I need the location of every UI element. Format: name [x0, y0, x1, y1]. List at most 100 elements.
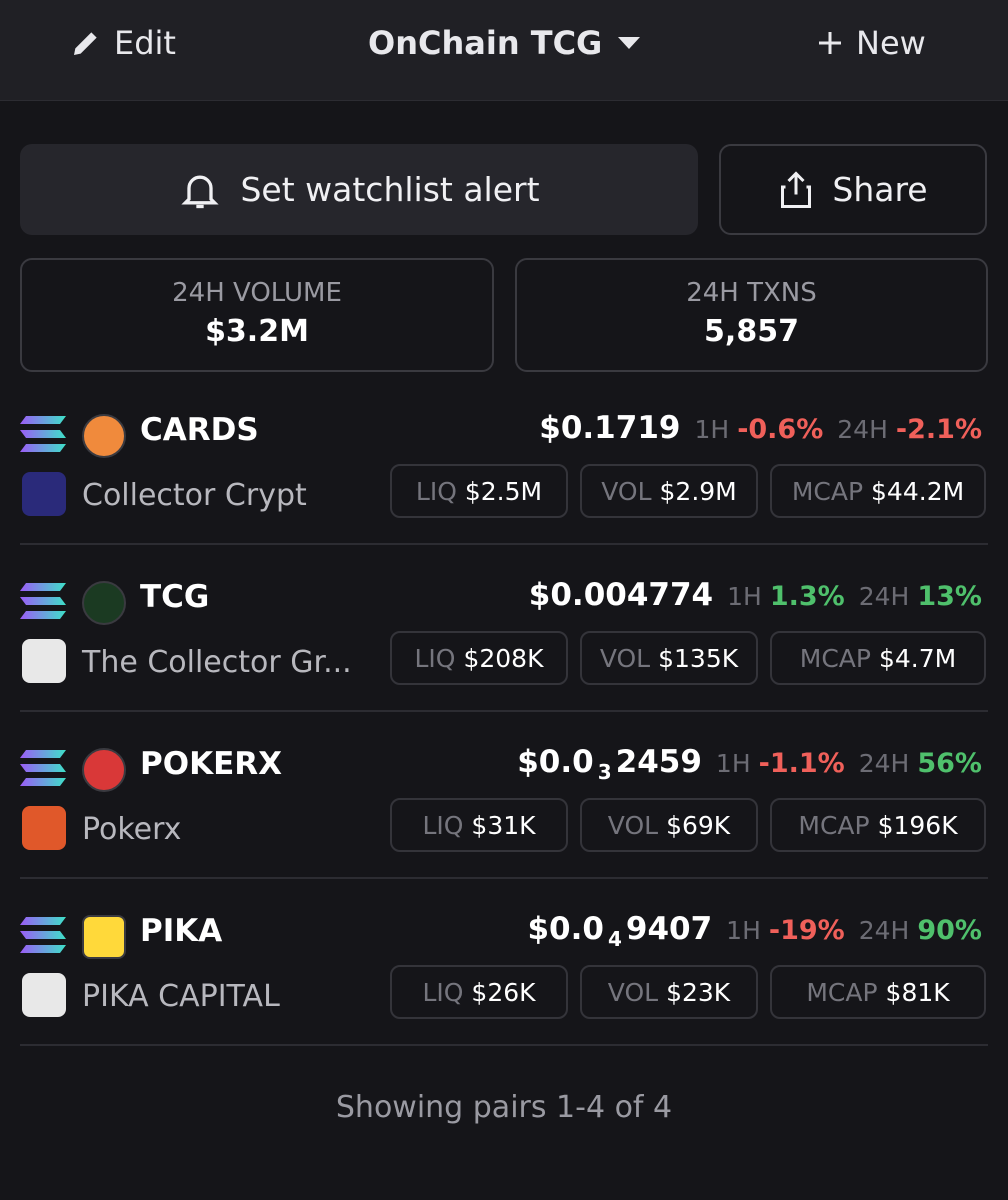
price-line: $0.004774 1H 1.3% 24H 13% [529, 577, 982, 613]
metric-value: $135K [658, 643, 739, 673]
change-group: 24H -2.1% [837, 414, 982, 445]
change-label: 1H [694, 415, 730, 444]
price-zero-count: 3 [597, 760, 612, 785]
dex-icon [22, 806, 66, 850]
alert-label: Set watchlist alert [240, 170, 540, 209]
change-label: 1H [726, 916, 761, 945]
token-name: The Collector Gr... [82, 645, 352, 680]
mcap-pill: MCAP $44.2M [770, 464, 986, 518]
mcap-pill: MCAP $81K [770, 965, 986, 1019]
liq-pill: LIQ $31K [390, 798, 568, 852]
watchlist-title[interactable]: OnChain TCG [368, 24, 642, 62]
metric-label: MCAP [799, 643, 871, 673]
price-line: $0.0 4 9407 1H -19% 24H 90% [527, 911, 982, 951]
metric-value: $26K [471, 977, 536, 1007]
change-value: 13% [917, 581, 982, 612]
metric-value: $208K [463, 643, 544, 673]
change-group: 1H 1.3% [727, 581, 845, 612]
metric-label: LIQ [415, 476, 457, 506]
metric-value: $81K [885, 977, 950, 1007]
pair-row[interactable]: CARDS Collector Crypt $0.1719 1H -0.6% 24H -2.… [0, 400, 1008, 567]
price: $0.1719 [539, 410, 681, 446]
chain-icon [20, 750, 66, 786]
title-text: OnChain TCG [368, 24, 603, 62]
metric-value: $196K [877, 810, 958, 840]
row-separator [20, 710, 988, 712]
pagination-text: Showing pairs 1-4 of 4 [335, 1090, 673, 1125]
pair-row[interactable]: POKERX Pokerx $0.0 3 2459 1H -1.1% 24H 56% LIQ $31… [0, 734, 1008, 901]
token-symbol: TCG [140, 579, 210, 615]
new-button[interactable]: New [816, 24, 926, 62]
chain-icon-wrap [20, 915, 68, 959]
metric-value: $31K [471, 810, 536, 840]
change-value: 1.3% [769, 581, 845, 612]
mcap-pill: MCAP $196K [770, 798, 986, 852]
token-name: Pokerx [82, 812, 182, 847]
metric-value: $4.7M [878, 643, 957, 673]
row-separator [20, 877, 988, 879]
liq-pill: LIQ $208K [390, 631, 568, 685]
change-value: -0.6% [737, 414, 824, 445]
edit-button[interactable]: Edit [70, 24, 176, 62]
change-group: 1H -1.1% [716, 748, 845, 779]
change-value: 56% [917, 748, 982, 779]
change-label: 24H [837, 415, 888, 444]
metric-value: $44.2M [871, 476, 965, 506]
stat-label: 24H VOLUME [172, 278, 342, 308]
dex-icon [22, 639, 66, 683]
dex-icon [22, 472, 66, 516]
token-name: Collector Crypt [82, 478, 307, 513]
price-digits: 9407 [625, 911, 713, 947]
pair-row[interactable]: TCG The Collector Gr... $0.004774 1H 1.3% 24H… [0, 567, 1008, 734]
vol-pill: VOL $2.9M [580, 464, 758, 518]
plus-icon [819, 32, 841, 54]
chain-icon-wrap [20, 748, 68, 792]
price: $0.004774 [528, 577, 714, 613]
change-group: 1H -0.6% [694, 414, 823, 445]
price: $0.0 4 9407 [527, 911, 712, 951]
token-symbol: POKERX [140, 746, 283, 782]
alert-button[interactable]: Set watchlist alert [20, 144, 698, 235]
change-value: -1.1% [758, 748, 845, 779]
edit-label: Edit [114, 24, 176, 62]
liq-pill: LIQ $2.5M [390, 464, 568, 518]
metric-label: VOL [607, 977, 659, 1007]
price-digits: 2459 [615, 744, 702, 780]
metric-value: $69K [666, 810, 731, 840]
share-icon [781, 170, 812, 208]
token-icon [82, 915, 126, 959]
change-label: 1H [727, 582, 762, 611]
token-icon [82, 748, 126, 792]
price-zero-count: 4 [607, 927, 622, 952]
bell-icon [181, 175, 220, 208]
token-icon [82, 414, 126, 458]
metric-label: MCAP [798, 810, 870, 840]
metric-label: VOL [599, 643, 651, 673]
mcap-pill: MCAP $4.7M [770, 631, 986, 685]
metric-value: $2.5M [464, 476, 543, 506]
chain-icon-wrap [20, 414, 68, 458]
chain-icon [20, 583, 66, 619]
liq-pill: LIQ $26K [390, 965, 568, 1019]
vol-pill: VOL $69K [580, 798, 758, 852]
pair-row[interactable]: PIKA PIKA CAPITAL $0.0 4 9407 1H -19% 24H 90% LIQ… [0, 901, 1008, 1068]
new-label: New [856, 24, 926, 62]
token-symbol: PIKA [140, 913, 223, 949]
change-group: 24H 13% [859, 581, 982, 612]
stat-value: 5,857 [704, 314, 799, 349]
chain-icon [20, 416, 66, 452]
change-label: 24H [858, 749, 910, 778]
change-group: 24H 56% [859, 748, 982, 779]
change-value: 90% [917, 915, 982, 946]
metric-label: LIQ [414, 643, 456, 673]
row-separator [20, 543, 988, 545]
share-button[interactable]: Share [719, 144, 987, 235]
vol-pill: VOL $135K [580, 631, 758, 685]
metric-value: $2.9M [659, 476, 737, 506]
pencil-icon [74, 32, 97, 55]
change-label: 24H [858, 582, 910, 611]
vol-pill: VOL $23K [580, 965, 758, 1019]
caret-icon [618, 37, 641, 49]
row-separator [20, 1044, 988, 1046]
stat-card: 24H VOLUME $3.2M [20, 258, 494, 372]
